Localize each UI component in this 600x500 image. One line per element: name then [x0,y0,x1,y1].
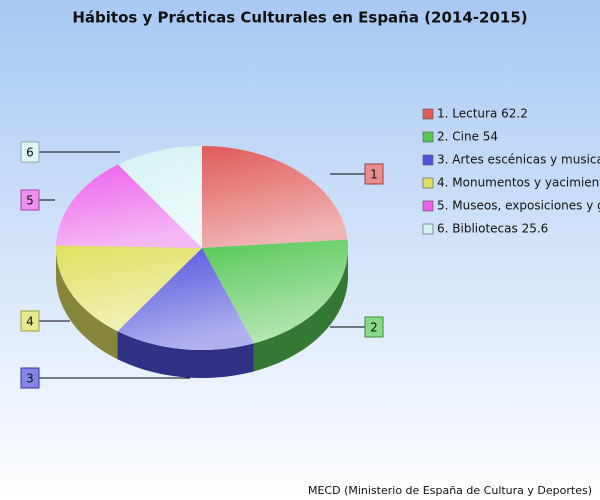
legend-label: 6. Bibliotecas 25.6 [437,222,548,236]
legend-swatch [422,154,434,166]
label-box [20,189,40,211]
label-box [364,163,384,185]
slice [117,248,254,350]
legend-swatch [422,200,434,212]
label-box [20,310,40,332]
slice-side [117,331,254,378]
label-box [20,367,40,389]
legend-label: 2. Cine 54 [437,130,498,144]
slice [56,164,202,248]
legend-swatch [422,131,434,143]
legend-swatch [422,223,434,235]
legend-swatch [422,177,434,189]
point-label: 2 [370,321,378,335]
point-label: 6 [26,146,34,160]
point-label: 5 [26,194,34,208]
point-label: 4 [26,315,34,329]
slice-side [253,248,348,372]
legend-swatch [422,108,434,120]
label-box [364,316,384,338]
legend-label: 5. Museos, exposiciones y g [437,199,600,213]
chart-title: Hábitos y Prácticas Culturales en España… [72,9,527,27]
slice [56,245,202,332]
legend-label: 1. Lectura 62.2 [437,107,528,121]
slice-side [56,248,118,360]
slice [118,146,202,248]
legend-label: 4. Monumentos y yacimient [437,176,600,190]
label-box [20,141,40,163]
source-note: MECD (Ministerio de España de Cultura y … [308,484,592,497]
legend-label: 3. Artes escénicas y musicale [437,153,600,167]
slice [202,239,348,344]
point-label: 3 [26,372,34,386]
slice [202,146,348,248]
point-label: 1 [370,168,378,182]
